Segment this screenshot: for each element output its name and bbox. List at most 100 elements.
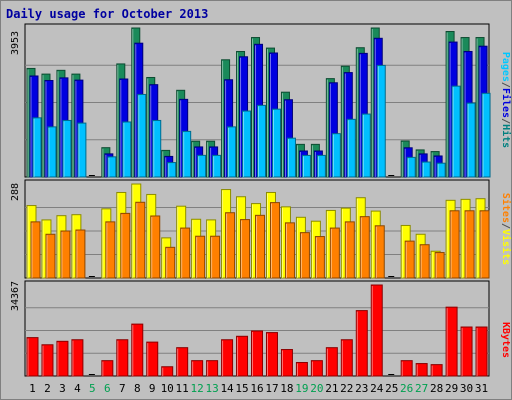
bar-kbytes (400, 360, 413, 377)
bar-pages (466, 102, 476, 178)
bar-pages (406, 156, 416, 178)
bar-pages (257, 104, 267, 178)
bar-sites (75, 229, 86, 279)
bar-pages (421, 161, 431, 178)
x-tick-label: 6 (104, 382, 111, 395)
bar-kbytes (310, 360, 323, 377)
x-tick-label: 21 (325, 382, 338, 395)
bar-kbytes (116, 339, 129, 377)
bar-kbytes-empty (88, 374, 95, 375)
bar-sites (165, 246, 176, 279)
bar-sites (195, 235, 206, 279)
bar-kbytes (56, 340, 69, 377)
bar-sites (240, 219, 251, 279)
bar-pages (376, 64, 386, 178)
legend-entry: / (500, 118, 511, 124)
bar-sites (299, 232, 310, 279)
bar-kbytes (280, 349, 293, 377)
x-tick-label: 16 (250, 382, 263, 395)
bar-kbytes (295, 361, 308, 377)
bar-kbytes-empty (388, 374, 395, 375)
x-tick-label: 25 (385, 382, 398, 395)
bar-pages (137, 93, 147, 178)
bar-kbytes (340, 339, 353, 377)
bar-sites (374, 225, 385, 279)
x-tick-label: 27 (415, 382, 428, 395)
bar-hits-empty (388, 175, 395, 176)
bar-kbytes (221, 339, 234, 377)
bar-kbytes (206, 360, 219, 377)
legend-entry: / (500, 82, 511, 88)
legend-hits: Pages/Files/Hits (500, 52, 512, 148)
bar-kbytes (251, 330, 264, 377)
legend-entry: Visits (500, 229, 512, 265)
bar-pages (212, 154, 222, 178)
x-tick-label: 19 (295, 382, 308, 395)
x-tick-label: 23 (355, 382, 368, 395)
bar-sites (434, 252, 445, 279)
bar-pages (301, 154, 311, 178)
bar-kbytes (445, 306, 458, 377)
bar-sites (284, 222, 295, 279)
bar-sites (225, 212, 236, 279)
bar-sites (255, 214, 266, 279)
bar-pages (271, 108, 281, 178)
bar-hits-empty (88, 175, 95, 176)
bar-pages (32, 117, 42, 178)
x-tick-label: 10 (161, 382, 174, 395)
bar-kbytes (191, 360, 204, 377)
panel-visits: 288 Sites/Visits (10, 179, 512, 279)
bar-kbytes (460, 326, 473, 377)
bar-pages (286, 137, 296, 178)
bar-sites (105, 221, 116, 279)
x-tick-label: 26 (400, 382, 413, 395)
bar-kbytes (101, 360, 114, 377)
bar-sites (45, 233, 56, 279)
bar-pages (481, 92, 491, 178)
chart-title: Daily usage for October 2013 (6, 7, 208, 21)
x-tick-label: 15 (235, 382, 248, 395)
y-max-label: 3953 (10, 31, 21, 55)
x-tick-label: 17 (265, 382, 278, 395)
bar-pages (227, 126, 237, 178)
x-tick-label: 5 (89, 382, 96, 395)
bar-pages (361, 113, 371, 178)
bar-kbytes (176, 347, 189, 377)
x-tick-label: 13 (205, 382, 218, 395)
x-tick-label: 28 (430, 382, 443, 395)
x-tick-label: 30 (460, 382, 473, 395)
bar-pages (47, 126, 57, 178)
bar-kbytes (146, 341, 159, 377)
bar-sites (135, 201, 146, 279)
x-tick-label: 31 (475, 382, 488, 395)
legend-kbytes: KBytes (500, 322, 511, 358)
bar-pages (77, 122, 87, 178)
bar-sites (150, 215, 161, 279)
bar-sites (120, 212, 131, 279)
panel-kbytes: 34367 KBytes (10, 280, 511, 377)
x-tick-label: 22 (340, 382, 353, 395)
bar-pages (152, 119, 162, 178)
x-tick-label: 9 (149, 382, 156, 395)
legend-entry: Hits (500, 124, 512, 148)
bar-sites (344, 221, 355, 279)
bar-kbytes (475, 326, 488, 377)
bar-pages (122, 121, 132, 178)
bar-sites (404, 240, 415, 279)
bar-pages (62, 119, 72, 178)
bar-kbytes (41, 344, 54, 377)
bar-sites (329, 227, 340, 279)
x-tick-label: 2 (44, 382, 51, 395)
bar-kbytes (161, 366, 174, 377)
legend-entry: / (500, 223, 511, 229)
bar-kbytes (415, 363, 428, 377)
x-tick-label: 29 (445, 382, 458, 395)
bar-sites (210, 235, 221, 279)
y-max-label: 34367 (10, 281, 21, 311)
bar-pages (436, 162, 446, 178)
bar-sites (359, 216, 370, 279)
x-tick-label: 4 (74, 382, 81, 395)
legend-entry: Pages (500, 52, 511, 82)
panel-hits: 3953 Pages/Files/Hits (10, 23, 512, 178)
x-tick-label: 7 (119, 382, 126, 395)
